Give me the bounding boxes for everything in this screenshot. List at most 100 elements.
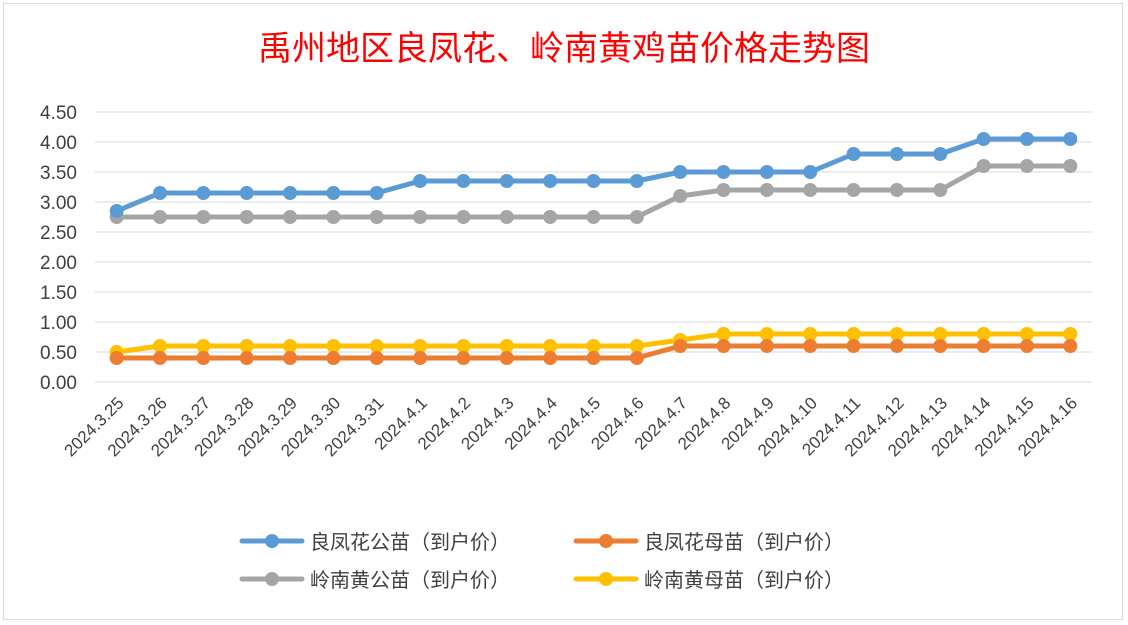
data-point [759,327,774,341]
data-point [889,339,904,353]
y-tick-label: 1.00 [40,313,77,334]
data-point [543,174,558,188]
data-point [196,186,211,200]
data-point [239,339,254,353]
data-point [326,339,341,353]
data-point [413,351,428,365]
data-point [326,186,341,200]
data-point [889,147,904,161]
data-point [1063,159,1078,173]
data-point [369,186,384,200]
data-point [889,183,904,197]
chart-title: 禹州地区良凤花、岭南黄鸡苗价格走势图 [258,29,870,69]
legend-swatch-marker [599,572,613,586]
data-point [456,339,471,353]
data-point [586,210,601,224]
data-point [239,186,254,200]
data-point [196,210,211,224]
data-point [1063,132,1078,146]
data-point [933,339,948,353]
legend-item: 良凤花母苗（到户价） [573,530,844,554]
data-point [803,183,818,197]
data-point [716,165,731,179]
data-point [629,351,644,365]
data-point [1019,159,1034,173]
data-point [1019,132,1034,146]
data-point [283,339,298,353]
data-point [976,159,991,173]
data-point [499,351,514,365]
data-point [1063,327,1078,341]
legend-label: 岭南黄母苗（到户价） [644,568,844,592]
data-point [1019,327,1034,341]
data-point [239,210,254,224]
y-axis-ticks: 0.00 0.50 1.00 1.50 2.00 2.50 3.00 3.50 4.00 4.50 [40,103,77,394]
data-point [413,210,428,224]
y-tick-label: 3.00 [40,193,77,214]
legend-label: 岭南黄公苗（到户价） [310,568,510,592]
y-tick-label: 0.00 [40,373,77,394]
y-tick-label: 4.50 [40,103,77,124]
data-point [976,339,991,353]
data-point [933,327,948,341]
data-point [456,351,471,365]
y-tick-label: 2.50 [40,223,77,244]
data-point [196,339,211,353]
legend-item: 岭南黄公苗（到户价） [239,568,510,592]
data-point [803,327,818,341]
data-point [759,183,774,197]
series-2 [109,339,1078,365]
data-point [326,351,341,365]
data-point [629,339,644,353]
data-point [759,165,774,179]
series-4 [109,327,1078,359]
data-point [803,165,818,179]
data-point [413,174,428,188]
data-point [1019,339,1034,353]
legend-item: 岭南黄母苗（到户价） [573,568,844,592]
legend: 良凤花公苗（到户价） 良凤花母苗（到户价） 岭南黄公苗（到户价） 岭南黄母苗（到户价） [239,530,844,592]
data-point [673,189,688,203]
data-point [326,210,341,224]
data-point [933,147,948,161]
y-tick-label: 4.00 [40,133,77,154]
data-point [109,204,124,218]
y-tick-label: 1.50 [40,283,77,304]
chart-frame [3,3,1123,620]
data-point [976,327,991,341]
legend-swatch-marker [265,572,279,586]
data-point [716,183,731,197]
data-point [196,351,211,365]
data-point [283,210,298,224]
data-point [283,186,298,200]
data-point [846,339,861,353]
data-point [759,339,774,353]
data-point [846,147,861,161]
x-axis-ticks: 2024.3.252024.3.262024.3.272024.3.282024… [61,393,1082,460]
data-point [413,339,428,353]
legend-label: 良凤花母苗（到户价） [644,530,844,554]
data-point [803,339,818,353]
data-point [456,174,471,188]
data-point [499,339,514,353]
data-point [109,351,124,365]
data-point [1063,339,1078,353]
data-point [629,210,644,224]
data-point [716,339,731,353]
data-point [543,351,558,365]
data-point [369,351,384,365]
data-point [586,174,601,188]
data-point [239,351,254,365]
series-3 [109,159,1078,224]
data-point [153,186,168,200]
series-lines [109,132,1078,365]
legend-item: 良凤花公苗（到户价） [239,530,510,554]
data-point [933,183,948,197]
data-point [586,339,601,353]
data-point [846,327,861,341]
data-point [369,210,384,224]
y-tick-label: 0.50 [40,343,77,364]
legend-swatch-marker [265,534,279,548]
data-point [629,174,644,188]
data-point [716,327,731,341]
